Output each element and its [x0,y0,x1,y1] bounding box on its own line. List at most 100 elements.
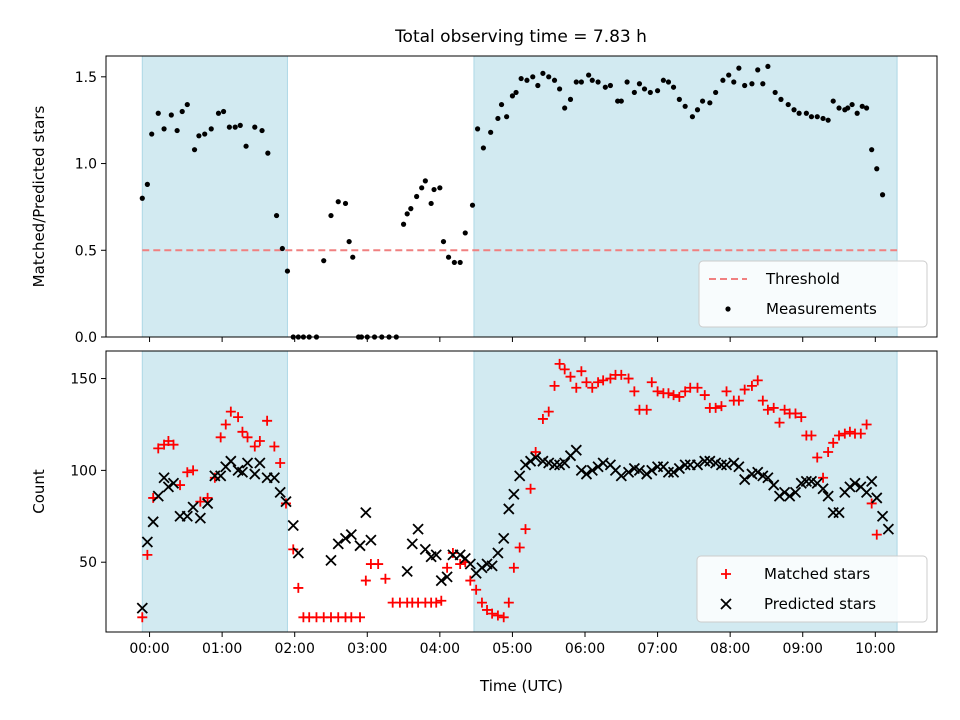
matched-star-point [188,465,199,476]
measurement-point [869,147,875,153]
measurement-point [713,89,719,96]
matched-star-point [576,366,587,377]
predicted-star-point [167,477,180,489]
predicted-star-point [641,468,653,480]
measurement-point [749,81,755,87]
legend-box [698,260,928,328]
measurement-point [636,81,643,87]
predicted-star-point [646,464,658,477]
series-matched-stars [137,358,882,623]
predicted-star-point [519,459,532,471]
measurement-point [155,110,161,116]
measurement-point [731,79,737,85]
measurement-point [573,79,579,85]
legend-matched-swatch [721,569,731,579]
measurement-point [778,96,784,102]
predicted-star-point [430,549,442,561]
measurement-point [859,103,865,109]
measurement-point [803,110,809,116]
measurement-point [535,82,541,89]
x-tick-label: 04:00 [420,641,460,657]
measurement-point [474,126,481,132]
predicted-star-point [882,523,895,535]
matched-star-point [508,562,519,573]
measurement-point [720,77,726,83]
measurement-point [694,107,701,113]
predicted-star-point [339,532,352,544]
matched-star-point [762,404,773,415]
measurement-point [243,143,249,149]
bottom-panel-counts: 50 100 150 00:00 01:00 02:00 03:00 04:00 05:00 06… [30,350,938,695]
measurement-point [647,89,653,96]
matched-star-point [646,377,657,388]
measurement-point [707,100,713,106]
legend-entry-label: Threshold [765,270,840,288]
predicted-star-point [136,602,148,614]
predicted-star-point [254,457,266,469]
observing-span-0 [141,350,288,633]
matched-star-point [680,386,691,397]
predicted-star-point [673,462,685,475]
measurement-point [168,112,174,118]
predicted-star-point [844,481,856,493]
measurement-point [462,230,468,236]
measurement-point [404,211,410,217]
measurement-point [400,221,407,227]
measurement-point [509,93,516,99]
measurement-point [854,110,860,116]
measurement-point [259,127,265,134]
predicted-star-point [345,529,357,541]
x-tick-label: 08:00 [710,641,750,657]
measurement-point [607,82,614,89]
predicted-star-point [633,464,646,477]
measurement-point [174,127,180,134]
predicted-star-point [762,472,774,484]
predicted-star-point [268,472,281,484]
matched-star-point [699,390,710,401]
matched-star-point [262,415,273,426]
measurement-point [273,212,280,219]
measurement-point [546,74,552,80]
measurement-point [161,126,167,132]
predicted-star-point [559,457,571,469]
measurement-point [139,195,145,201]
legend-measurement-swatch [725,306,731,312]
measurement-point [785,101,791,108]
measurement-point [191,147,198,153]
measurement-point [220,108,227,115]
predicted-star-point [876,510,889,522]
matched-star-point [487,608,498,619]
predicted-star-point [800,475,812,488]
measurement-point [578,79,584,85]
measurement-point [346,238,352,245]
measurement-point [615,98,621,104]
matched-star-point [537,413,548,424]
measurement-point [755,67,761,73]
matched-star-point [605,373,616,384]
measurement-point [567,96,574,102]
predicted-star-point [215,470,227,482]
measurement-point [279,245,285,252]
matched-star-point [641,404,652,415]
matched-star-point [242,432,253,443]
matched-star-point [355,612,366,623]
measurement-point [451,259,457,266]
predicted-star-point [548,459,561,471]
measurement-point [265,150,271,156]
matched-star-point [543,406,554,417]
measurement-point [419,185,425,191]
measurement-point [252,124,258,130]
matched-star-point [861,419,872,430]
matched-star-point [629,386,640,397]
predicted-star-point [141,536,154,548]
measurement-point [428,200,434,207]
predicted-star-point [354,540,366,552]
measurement-point [820,115,826,122]
measurement-point [457,259,463,266]
matched-star-point [476,597,487,608]
predicted-star-point [778,486,791,499]
measurement-point [660,77,666,83]
predicted-star-point [514,470,526,482]
measurement-point [830,98,836,104]
matched-star-point [587,382,598,393]
